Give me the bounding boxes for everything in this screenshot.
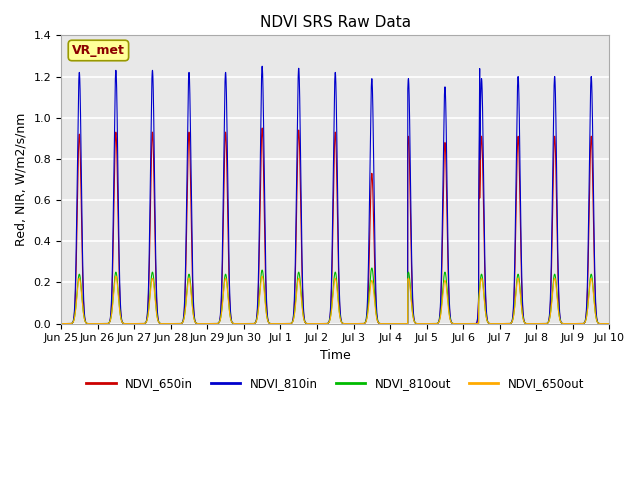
X-axis label: Time: Time	[320, 349, 351, 362]
Text: VR_met: VR_met	[72, 44, 125, 57]
Y-axis label: Red, NIR, W/m2/s/nm: Red, NIR, W/m2/s/nm	[15, 113, 28, 246]
Legend: NDVI_650in, NDVI_810in, NDVI_810out, NDVI_650out: NDVI_650in, NDVI_810in, NDVI_810out, NDV…	[81, 373, 589, 395]
Title: NDVI SRS Raw Data: NDVI SRS Raw Data	[260, 15, 411, 30]
